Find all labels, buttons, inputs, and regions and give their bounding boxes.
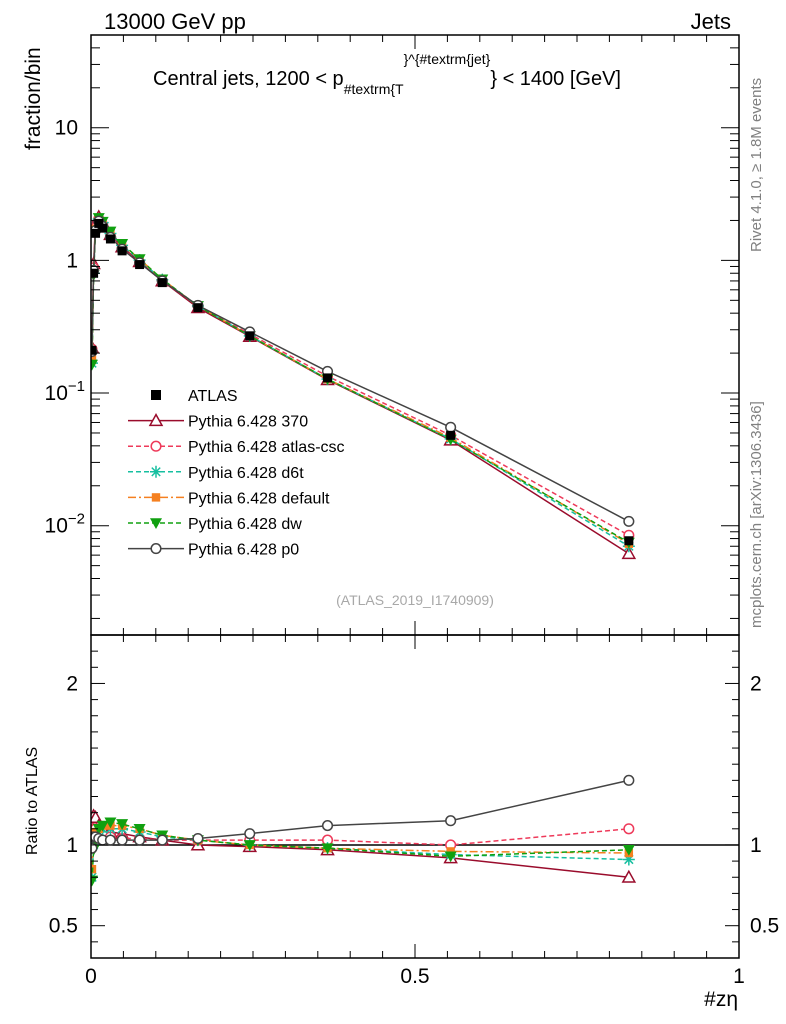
ratio-series-line-1 xyxy=(91,828,629,846)
data-point xyxy=(193,303,203,313)
ratio-series-point-4 xyxy=(104,817,117,829)
ratio-series-line-3 xyxy=(91,824,629,870)
ratio-series-point-4 xyxy=(96,820,109,832)
x-tick-label: 0 xyxy=(85,965,97,988)
legend-label-5: Pythia 6.428 p0 xyxy=(188,542,299,559)
main-series-point-3 xyxy=(91,355,97,364)
ratio-series-point-2 xyxy=(622,853,635,866)
ratio-series-point-4 xyxy=(116,819,129,830)
legend-marker-5 xyxy=(150,543,162,555)
ratio-tick-label-left: 0.5 xyxy=(49,915,78,938)
legend-marker-3 xyxy=(151,493,161,502)
legend-label-1: Pythia 6.428 atlas-csc xyxy=(188,439,345,456)
x-tick-label: 1 xyxy=(733,965,745,988)
title-suffix: } < 1400 [GeV] xyxy=(490,68,621,90)
ratio-series-point-5 xyxy=(104,834,116,846)
main-series-line-0 xyxy=(91,215,630,555)
ratio-series-point-5 xyxy=(321,820,334,832)
ratio-series-point-4 xyxy=(133,824,146,835)
y-tick-label: 10−2 xyxy=(45,511,85,538)
ratio-series-point-5 xyxy=(244,828,256,840)
y-axis-label-main: fraction/bin xyxy=(22,47,45,150)
y-tick-label: 10 xyxy=(55,117,78,140)
header-right: Jets xyxy=(691,9,731,34)
main-series-line-3 xyxy=(91,216,630,545)
y-axis-label-ratio: Ratio to ATLAS xyxy=(24,747,41,855)
ratio-series-point-5 xyxy=(116,834,128,846)
data-point xyxy=(135,260,145,270)
legend-label-data: ATLAS xyxy=(188,388,238,405)
data-point xyxy=(105,234,115,244)
x-tick-label: 0.5 xyxy=(400,965,429,988)
legend-marker-1 xyxy=(150,440,162,452)
ratio-series-point-4 xyxy=(321,843,334,855)
ratio-series-point-0 xyxy=(621,869,637,883)
main-series-line-5 xyxy=(91,219,630,523)
ratio-series-point-4 xyxy=(243,840,256,851)
main-series-line-4 xyxy=(91,216,630,544)
ratio-series-point-5 xyxy=(134,834,146,846)
ratio-tick-label-right: 2 xyxy=(750,672,762,695)
legend-marker-4 xyxy=(150,518,162,529)
ratio-series-point-5 xyxy=(445,815,457,827)
ratio-tick-label-left: 1 xyxy=(66,834,78,857)
legend-label-4: Pythia 6.428 dw xyxy=(188,516,302,533)
mcplots-label: mcplots.cern.ch [arXiv:1306.3436] xyxy=(748,401,765,628)
data-point xyxy=(624,536,634,546)
y-tick-label: 1 xyxy=(66,249,78,272)
rivet-label: Rivet 4.1.0, ≥ 1.8M events xyxy=(748,78,765,252)
data-point xyxy=(91,228,101,238)
legend-data-marker xyxy=(151,390,161,400)
ratio-series-point-4 xyxy=(622,844,635,856)
data-point xyxy=(117,246,127,256)
data-point xyxy=(245,331,255,341)
title-sub: #textrm{T xyxy=(344,81,404,97)
ratio-plot-frame xyxy=(90,634,740,959)
data-point xyxy=(446,430,456,440)
analysis-watermark: (ATLAS_2019_I1740909) xyxy=(336,592,494,608)
legend-marker-2 xyxy=(150,465,162,478)
data-point xyxy=(323,373,333,383)
data-point xyxy=(157,278,167,288)
header-left: 13000 GeV pp xyxy=(104,9,246,34)
ratio-series-point-4 xyxy=(444,851,457,863)
ratio-tick-label-right: 0.5 xyxy=(750,915,779,938)
data-point xyxy=(94,218,104,228)
ratio-series-point-5 xyxy=(156,834,168,846)
data-point xyxy=(91,345,97,355)
ratio-series-point-5 xyxy=(91,842,98,854)
legend-label-2: Pythia 6.428 d6t xyxy=(188,465,304,482)
main-series-point-4 xyxy=(91,359,98,371)
ratio-tick-label-right: 1 xyxy=(750,834,762,857)
ratio-series-line-0 xyxy=(91,814,629,879)
ratio-series-point-5 xyxy=(623,774,635,786)
chart-title: Central jets, 1200 < p#textrm{T}^{#textr… xyxy=(153,51,621,97)
ratio-series-point-1 xyxy=(623,823,635,835)
legend-label-0: Pythia 6.428 370 xyxy=(188,414,308,431)
x-axis-label: #zη xyxy=(704,988,738,1011)
ratio-series-point-5 xyxy=(192,832,204,845)
main-series-point-0 xyxy=(621,546,637,560)
legend-marker-0 xyxy=(148,413,164,427)
main-series-point-5 xyxy=(623,515,635,527)
data-point xyxy=(98,223,108,233)
title-prefix: Central jets, 1200 < p xyxy=(153,68,344,90)
ratio-series-point-4 xyxy=(91,875,98,887)
ratio-tick-label-left: 2 xyxy=(66,672,78,695)
ratio-series-point-3 xyxy=(91,864,97,874)
title-sup: }^{#textrm{jet} xyxy=(404,51,491,67)
y-tick-label: 10−1 xyxy=(45,378,85,405)
main-series-point-5 xyxy=(445,421,457,433)
main-series-line-2 xyxy=(91,217,630,547)
main-series-line-1 xyxy=(91,217,630,536)
legend-label-3: Pythia 6.428 default xyxy=(188,490,330,507)
ratio-series-point-3 xyxy=(446,847,455,856)
